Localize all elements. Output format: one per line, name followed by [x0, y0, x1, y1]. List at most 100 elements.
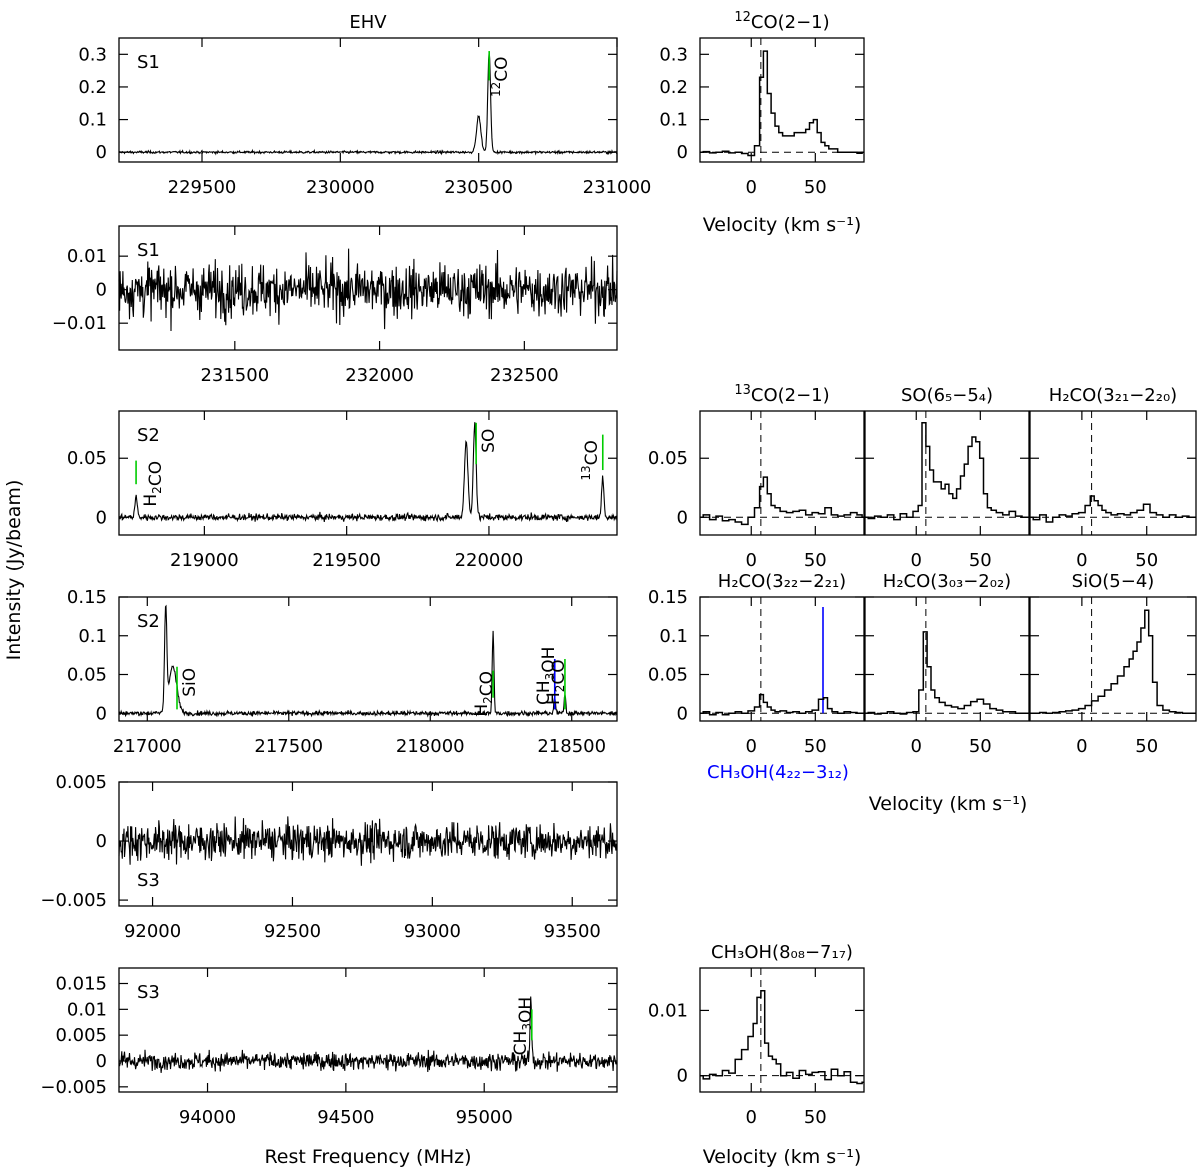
y-tick-label: 0 [96, 280, 107, 301]
panel-vel-12co: 0 0.1 0.2 0.3 0 50 12CO(2−1) [659, 10, 865, 198]
y-tick-label: 0.15 [648, 587, 688, 608]
axes-frame [699, 37, 865, 163]
axes-frame [864, 596, 1030, 722]
spectrum-trace [1030, 495, 1196, 523]
source-label: S1 [137, 52, 160, 73]
panel-title: 13CO(2−1) [734, 383, 829, 406]
panel-spec-s1-a: 0 0.1 0.2 0.3 229500 230000 230500 231000 EHV S1 1… [78, 12, 651, 198]
spectrum-trace [700, 693, 864, 716]
y-tick-label: 0.1 [78, 626, 107, 647]
axes-frame [864, 410, 1030, 536]
axes-frame [118, 410, 618, 536]
axes-frame [118, 596, 618, 722]
velocity-label-top: Velocity (km s⁻¹) [703, 214, 862, 236]
x-tick-label: 219500 [312, 550, 381, 571]
panel-spec-s1-b: −0.01 0 0.01 231500 232000 232500 S1 [52, 225, 618, 386]
spectrum-trace [118, 248, 618, 332]
x-tick-label: 94500 [317, 1107, 374, 1128]
spectrum-trace [865, 631, 1029, 715]
line-marker-label: CH3OH [534, 647, 559, 705]
y-tick-label: 0.1 [78, 110, 107, 131]
panel-vel-h2co-303: 0 50 H₂CO(3₀₃−2₀₂) [864, 571, 1030, 757]
panel-title: EHV [349, 12, 387, 33]
y-tick-label: 0.05 [67, 448, 107, 469]
y-tick-label: 0.015 [55, 974, 107, 995]
axes-frame [1029, 596, 1197, 722]
line-marker-label: H2CO [544, 659, 569, 705]
axes-frame [699, 967, 865, 1093]
x-tick-label: 0 [746, 550, 757, 571]
x-tick-label: 50 [804, 177, 827, 198]
x-tick-label: 50 [969, 736, 992, 757]
line-marker-label: SO [479, 429, 499, 453]
y-tick-label: 0.2 [659, 77, 688, 98]
panel-spec-s3-b: −0.005 0 0.005 0.01 0.015 94000 94500 95000 S3 CH… [40, 967, 618, 1128]
y-tick-label: −0.005 [40, 1077, 107, 1098]
global-y-axis-label: Intensity (Jy/beam) [3, 480, 25, 661]
x-tick-label: 229500 [168, 177, 237, 198]
methanol-transition-label: CH₃OH(4₂₂−3₁₂) [707, 762, 849, 783]
spectrum-trace [118, 604, 618, 718]
x-tick-label: 218500 [537, 736, 606, 757]
y-tick-label: 0.005 [55, 1025, 107, 1046]
y-tick-label: 0 [96, 1051, 107, 1072]
x-tick-label: 50 [1135, 550, 1158, 571]
panel-vel-ch3oh-808: 0 0.01 0 50 CH₃OH(8₀₈−7₁₇) [648, 942, 865, 1128]
line-marker-label: 12CO [489, 57, 512, 98]
y-tick-label: −0.005 [40, 890, 107, 911]
y-tick-label: 0.05 [67, 665, 107, 686]
y-tick-label: 0.01 [67, 999, 107, 1020]
x-tick-label: 94000 [179, 1107, 236, 1128]
panel-vel-so: 0 50 SO(6₅−5₄) [864, 385, 1030, 571]
global-x-axis-label: Rest Frequency (MHz) [264, 1146, 471, 1168]
source-label: S2 [137, 425, 160, 446]
x-tick-label: 93500 [544, 921, 601, 942]
y-tick-label: 0.1 [659, 110, 688, 131]
x-tick-label: 50 [804, 736, 827, 757]
x-tick-label: 219000 [170, 550, 239, 571]
panel-vel-h2co-322: 0 0.05 0.1 0.15 0 50 H₂CO(3₂₂−2₂₁) CH₃OH(4₂₂−3₁… [648, 571, 865, 783]
x-tick-label: 0 [746, 177, 757, 198]
line-marker-label: H2CO [141, 461, 166, 507]
x-tick-label: 0 [911, 550, 922, 571]
spectrum-trace [1030, 609, 1196, 715]
x-tick-label: 0 [1076, 550, 1087, 571]
y-tick-label: 0.3 [659, 44, 688, 65]
spectrum-trace [118, 51, 618, 156]
y-tick-label: 0 [96, 507, 107, 528]
x-tick-label: 231000 [583, 177, 652, 198]
x-tick-label: 0 [911, 736, 922, 757]
axes-frame [699, 410, 865, 536]
spectrum-trace [700, 476, 864, 526]
spectrum-trace [118, 996, 618, 1073]
axes-frame [699, 596, 865, 722]
y-tick-label: 0 [677, 507, 688, 528]
y-tick-label: 0.2 [78, 77, 107, 98]
x-tick-label: 92000 [124, 921, 181, 942]
panel-title: H₂CO(3₂₁−2₂₀) [1049, 385, 1177, 406]
line-marker-label: H2CO [472, 671, 497, 717]
x-tick-label: 220000 [455, 550, 524, 571]
y-tick-label: 0.15 [67, 587, 107, 608]
y-tick-label: 0.01 [67, 246, 107, 267]
y-tick-label: 0 [96, 703, 107, 724]
x-tick-label: 50 [804, 550, 827, 571]
panel-title: CH₃OH(8₀₈−7₁₇) [711, 942, 853, 963]
y-tick-label: 0.05 [648, 448, 688, 469]
x-tick-label: 0 [1076, 736, 1087, 757]
panel-spec-s3-a: −0.005 0 0.005 92000 92500 93000 93500 S3 [40, 772, 618, 942]
velocity-label-middle: Velocity (km s⁻¹) [869, 793, 1028, 815]
panel-title: SiO(5−4) [1072, 571, 1155, 592]
source-label: S2 [137, 611, 160, 632]
panel-title: 12CO(2−1) [734, 10, 829, 33]
source-label: S1 [137, 240, 160, 261]
panel-title: H₂CO(3₂₂−2₂₁) [718, 571, 846, 592]
x-tick-label: 230500 [444, 177, 513, 198]
x-tick-label: 218000 [396, 736, 465, 757]
x-tick-label: 50 [969, 550, 992, 571]
x-tick-label: 217000 [113, 736, 182, 757]
x-tick-label: 50 [804, 1107, 827, 1128]
spectrum-trace [118, 816, 618, 866]
x-tick-label: 232500 [490, 365, 559, 386]
